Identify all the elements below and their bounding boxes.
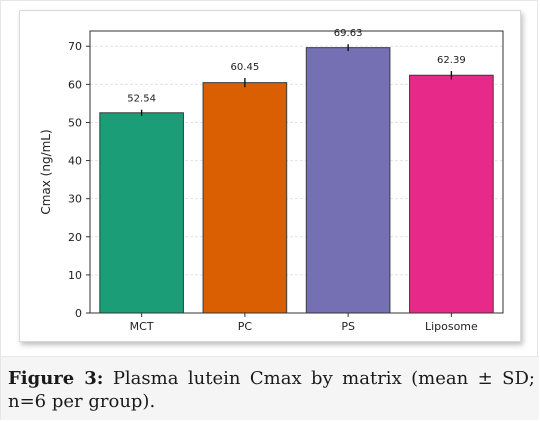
x-tick-label: PC (238, 320, 253, 333)
y-tick-label: 60 (68, 78, 82, 91)
caption-label: Figure 3: (8, 368, 104, 389)
x-tick-label: MCT (130, 320, 154, 333)
chart-card: 0 10 20 30 40 50 60 70 52.54 MCT 60.45 PC 69.63 PS 62.… (19, 10, 521, 342)
data-label: 60.45 (231, 62, 260, 73)
y-tick-label: 10 (68, 269, 82, 282)
y-tick-label: 0 (75, 307, 82, 320)
x-tick-label: Liposome (425, 320, 478, 333)
x-tick-label: PS (341, 320, 355, 333)
data-label: 69.63 (334, 28, 363, 39)
bar-chart: 0 10 20 30 40 50 60 70 52.54 MCT 60.45 PC 69.63 PS 62.… (39, 28, 504, 333)
bar (305, 47, 391, 314)
y-tick-label: 70 (68, 40, 82, 53)
bar (99, 112, 184, 314)
data-label: 62.39 (437, 55, 466, 66)
figure-caption: Figure 3: Plasma lutein Cmax by matrix (… (8, 367, 535, 413)
y-tick-label: 20 (68, 231, 82, 244)
bar (202, 82, 288, 314)
caption-text: Plasma lutein Cmax by matrix (mean ± SD;… (8, 368, 535, 412)
caption-bar: Figure 3: Plasma lutein Cmax by matrix (… (1, 356, 539, 420)
bar (409, 74, 494, 314)
y-tick-label: 40 (68, 155, 82, 168)
plot-frame (89, 30, 504, 314)
y-tick-label: 30 (68, 193, 82, 206)
data-label: 52.54 (127, 94, 156, 105)
y-axis-label: Cmax (ng/mL) (39, 129, 53, 214)
y-tick-label: 50 (68, 116, 82, 129)
